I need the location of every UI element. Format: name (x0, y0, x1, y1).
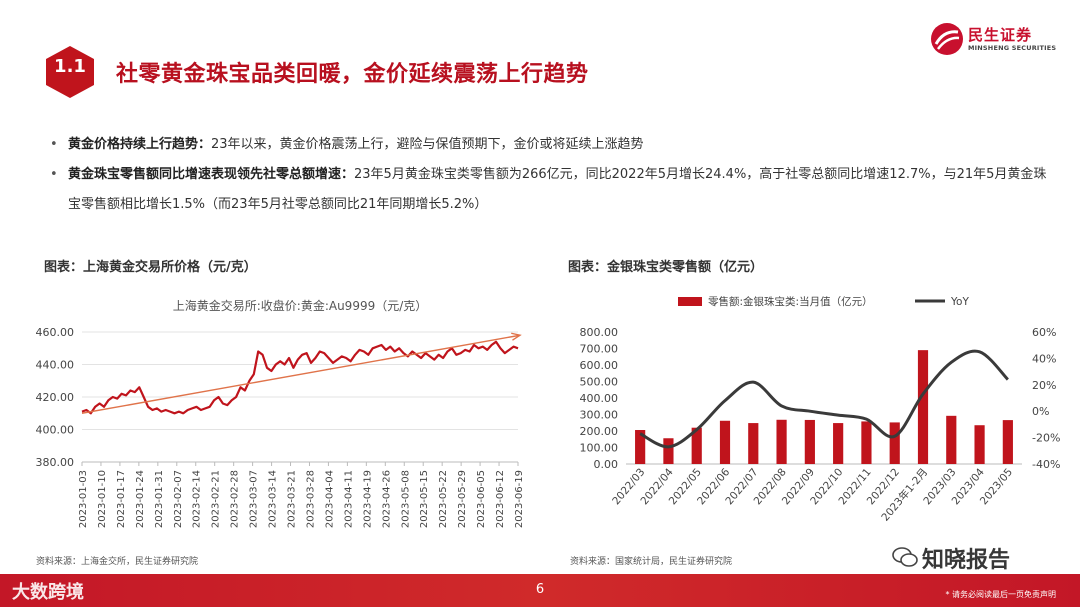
x-tick-label: 2023-04-19 (362, 470, 373, 528)
sales-bar (663, 438, 674, 464)
bullet-gold-price: 黄金价格持续上行趋势：23年以来，黄金价格震荡上行，避险与保值预期下，金价或将延… (44, 130, 1054, 160)
price-line (81, 340, 519, 415)
bullet-heading: 黄金价格持续上行趋势： (68, 137, 212, 152)
x-tick-label: 2023-04-26 (381, 470, 392, 528)
jewelry-sales-chart: 零售额:金银珠宝类:当月值（亿元） YoY 0.00 100.00 200.00 300.… (580, 295, 1061, 524)
chart-title: 上海黄金交易所:收盘价:黄金:Au9999（元/克） (173, 298, 428, 313)
right-y-tick-label: 0% (1032, 405, 1049, 418)
x-tick-label: 2023-05-08 (400, 470, 411, 528)
left-y-tick-label: 200.00 (580, 425, 619, 438)
x-tick-label: 2023-06-12 (495, 470, 506, 528)
logo-name-en: MINSHENG SECURITIES (968, 44, 1057, 52)
right-chart-source: 资料来源：国家统计局，民生证券研究院 (570, 557, 733, 567)
y-tick-label: 420.00 (36, 391, 75, 404)
x-tick-label: 2023-03-28 (305, 470, 316, 528)
bullet-retail-sales: 黄金珠宝零售额同比增速表现领先社零总额增速：23年5月黄金珠宝类零售额为266亿… (44, 160, 1054, 220)
yoy-line (639, 349, 1009, 449)
x-tick-label: 2023-01-31 (154, 470, 165, 528)
left-y-tick-label: 500.00 (580, 376, 619, 389)
disclaimer: * 请务必阅读最后一页免责声明 (945, 590, 1056, 599)
gold-price-chart: 上海黄金交易所:收盘价:黄金:Au9999（元/克） 380.00 400.00 42… (36, 298, 526, 528)
right-y-tick-label: 20% (1032, 379, 1056, 392)
hexagon-badge-icon (46, 46, 94, 98)
footer-bar (0, 574, 1080, 607)
legend-line-label: YoY (950, 296, 969, 308)
logo-name-cn: 民生证券 (968, 26, 1033, 44)
summary-bullets: 黄金价格持续上行趋势：23年以来，黄金价格震荡上行，避险与保值预期下，金价或将延… (44, 130, 1054, 220)
x-tick-label: 2023-05-29 (457, 470, 468, 528)
x-tick-label: 2023-02-07 (173, 470, 184, 528)
section-badge (44, 44, 96, 100)
left-y-tick-label: 700.00 (580, 343, 619, 356)
company-logo: 民生证券 MINSHENG SECURITIES (930, 22, 1056, 56)
left-chart-source: 资料来源：上海金交所，民生证券研究院 (36, 557, 199, 567)
x-tick-label: 2023-03-07 (249, 470, 260, 528)
right-y-tick-label: -20% (1032, 432, 1060, 445)
x-tick-label: 2023-01-17 (116, 470, 127, 528)
trend-arrow-head (511, 332, 522, 341)
x-tick-label: 2023-02-21 (211, 470, 222, 528)
page-number: 6 (535, 582, 545, 597)
x-tick-label: 2023-01-10 (97, 470, 108, 528)
legend-bar-label: 零售额:金银珠宝类:当月值（亿元） (708, 295, 873, 308)
x-tick-label: 2023-01-03 (78, 470, 89, 528)
right-chart-title: 图表：金银珠宝类零售额（亿元） (568, 260, 764, 275)
legend-bar-swatch (678, 297, 702, 306)
sales-bar (748, 423, 759, 464)
sales-bar (974, 425, 985, 464)
minsheng-logo-icon (931, 23, 963, 55)
sales-bar (1002, 420, 1013, 464)
page-title: 社零黄金珠宝品类回暖，金价延续震荡上行趋势 (116, 62, 589, 87)
left-y-tick-label: 400.00 (580, 392, 619, 405)
right-y-tick-label: 40% (1032, 352, 1056, 365)
x-tick-label: 2023-03-21 (287, 470, 298, 528)
right-y-tick-label: -40% (1032, 458, 1060, 471)
y-tick-label: 440.00 (36, 359, 75, 372)
left-y-tick-label: 600.00 (580, 359, 619, 372)
x-tick-label: 2023-01-24 (135, 470, 146, 528)
sales-bar (691, 427, 702, 464)
x-tick-label: 2023-04-11 (343, 470, 354, 528)
left-chart-title: 图表：上海黄金交易所价格（元/克） (44, 260, 257, 275)
sales-bar (804, 419, 815, 464)
left-y-tick-label: 800.00 (580, 326, 619, 339)
bullet-heading: 黄金珠宝零售额同比增速表现领先社零总额增速： (68, 167, 355, 182)
x-tick-label: 2023-06-19 (514, 470, 525, 528)
right-y-tick-label: 60% (1032, 326, 1056, 339)
sales-bar (776, 419, 787, 464)
x-tick-label: 2023-06-05 (476, 470, 487, 528)
sales-bar (917, 350, 929, 464)
section-number: 1.1 (54, 56, 86, 77)
x-tick-label: 2023-02-14 (192, 470, 203, 528)
sales-bar (719, 420, 731, 464)
sales-bar (889, 422, 900, 464)
bullet-text: 23年以来，黄金价格震荡上行，避险与保值预期下，金价或将延续上涨趋势 (211, 137, 644, 152)
x-tick-label: 2023-04-04 (324, 470, 335, 528)
y-tick-label: 400.00 (36, 424, 75, 437)
sales-bar (833, 423, 844, 464)
bullet-text: 23年5月黄金珠宝类零售额为266亿元，同比2022年5月增长24.4%，高于社… (68, 167, 1047, 212)
x-tick-label: 2023-05-15 (419, 470, 430, 528)
y-tick-label: 460.00 (36, 326, 75, 339)
y-tick-label: 380.00 (36, 456, 75, 469)
x-tick-label: 2023-03-14 (268, 470, 279, 528)
watermark-text: 知晓报告 (922, 548, 1011, 573)
wechat-icon (892, 547, 918, 567)
x-tick-label: 2023-02-28 (230, 470, 241, 528)
sales-bar (861, 421, 872, 464)
trend-arrow-line (81, 334, 521, 414)
left-y-tick-label: 300.00 (580, 409, 619, 422)
sales-bar (946, 415, 957, 464)
left-y-tick-label: 100.00 (580, 442, 619, 455)
left-y-tick-label: 0.00 (594, 458, 619, 471)
x-tick-label: 2023-05-22 (438, 470, 449, 528)
footer-left-mark: 大数跨境 (12, 582, 84, 603)
sales-bar (635, 430, 646, 464)
